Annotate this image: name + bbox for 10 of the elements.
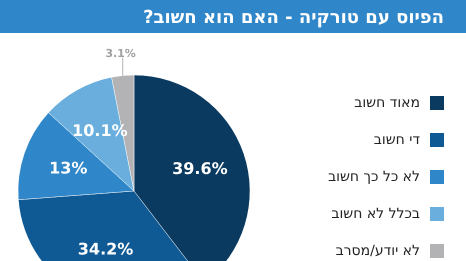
legend-label: בכלל לא חשוב xyxy=(331,206,420,222)
legend-label: מאוד חשוב xyxy=(354,95,420,111)
data-label: 3.1% xyxy=(105,47,136,60)
legend-label: לא כל כך חשוב xyxy=(328,169,420,185)
legend-label: לא יודע/מסרב xyxy=(336,243,420,259)
legend-label: די חשוב xyxy=(374,132,420,148)
data-label: 13% xyxy=(49,158,88,178)
data-label: 34.2% xyxy=(78,240,134,258)
chart-title: הפיוס עם טורקיה - האם הוא חשוב? xyxy=(143,7,444,28)
data-label: 39.6% xyxy=(172,159,228,178)
